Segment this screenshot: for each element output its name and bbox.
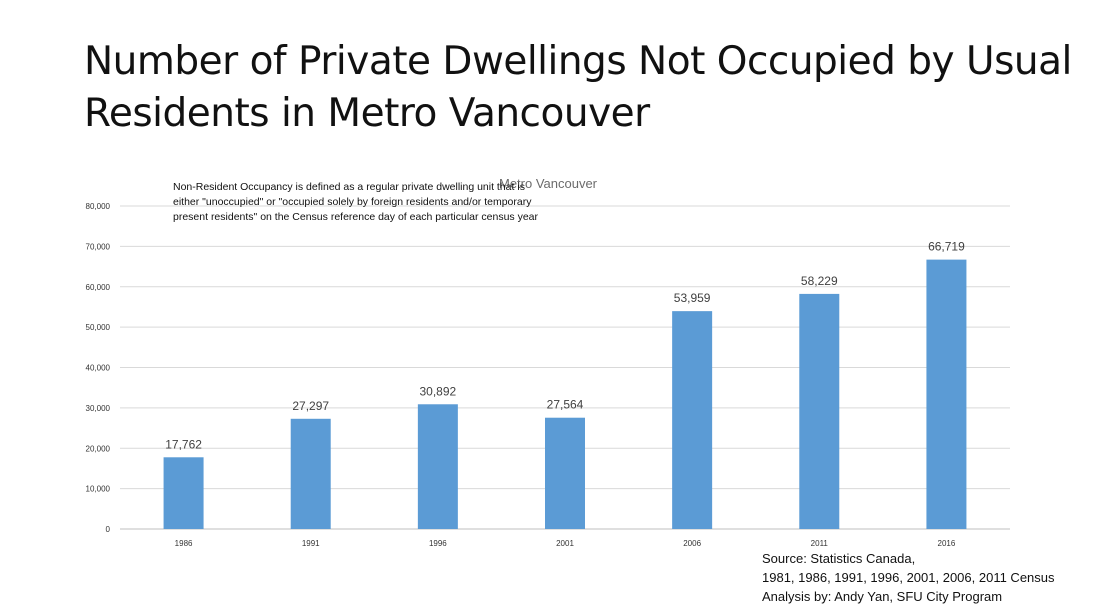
y-axis-ticks: 0 10,000 20,000 30,000 40,000 50,000 60,000 70,… bbox=[86, 202, 111, 534]
data-label: 17,762 bbox=[165, 437, 202, 451]
x-tick-label: 2011 bbox=[811, 539, 829, 548]
x-axis-ticks: 1986 1991 1996 2001 2006 2011 2016 bbox=[175, 539, 956, 548]
y-tick-label: 20,000 bbox=[86, 444, 111, 453]
chart-title: Metro Vancouver bbox=[499, 176, 598, 191]
bar bbox=[799, 293, 840, 529]
x-tick-label: 2001 bbox=[556, 539, 574, 548]
y-tick-label: 60,000 bbox=[86, 283, 111, 292]
y-tick-label: 10,000 bbox=[86, 485, 111, 494]
y-tick-label: 50,000 bbox=[86, 323, 111, 332]
data-label: 53,959 bbox=[674, 291, 711, 305]
data-label: 58,229 bbox=[801, 274, 838, 288]
y-tick-label: 70,000 bbox=[86, 242, 111, 251]
x-tick-label: 1996 bbox=[429, 539, 447, 548]
data-labels: 17,762 27,297 30,892 27,564 53,959 58,229 66,7… bbox=[165, 240, 965, 452]
source-line: Source: Statistics Canada, bbox=[762, 551, 916, 566]
y-tick-label: 0 bbox=[106, 525, 111, 534]
source-line: Analysis by: Andy Yan, SFU City Program bbox=[762, 589, 1003, 604]
y-tick-label: 80,000 bbox=[86, 202, 111, 211]
note-line: Non-Resident Occupancy is defined as a r… bbox=[173, 181, 525, 193]
x-tick-label: 1991 bbox=[302, 539, 320, 548]
note-line: either "unoccupied" or "occupied solely … bbox=[173, 196, 532, 208]
data-label: 27,297 bbox=[292, 399, 329, 413]
x-tick-label: 2006 bbox=[683, 539, 701, 548]
x-tick-label: 1986 bbox=[175, 539, 193, 548]
bars bbox=[163, 259, 967, 529]
bar bbox=[163, 457, 204, 529]
definition-note: Non-Resident Occupancy is defined as a r… bbox=[173, 181, 539, 223]
data-label: 27,564 bbox=[547, 398, 584, 412]
source-note: Source: Statistics Canada, 1981, 1986, 1… bbox=[762, 549, 1055, 606]
data-label: 66,719 bbox=[928, 240, 965, 254]
bar bbox=[417, 404, 458, 529]
slide-title: Number of Private Dwellings Not Occupied… bbox=[84, 39, 1072, 136]
bar bbox=[672, 311, 713, 529]
y-tick-label: 30,000 bbox=[86, 404, 111, 413]
bar bbox=[290, 418, 331, 529]
bar bbox=[926, 259, 967, 529]
data-label: 30,892 bbox=[420, 384, 457, 398]
bar bbox=[545, 417, 585, 529]
y-tick-label: 40,000 bbox=[86, 364, 111, 373]
note-line: present residents" on the Census referen… bbox=[173, 211, 539, 223]
source-line: 1981, 1986, 1991, 1996, 2001, 2006, 2011… bbox=[762, 570, 1055, 585]
x-tick-label: 2016 bbox=[938, 539, 956, 548]
